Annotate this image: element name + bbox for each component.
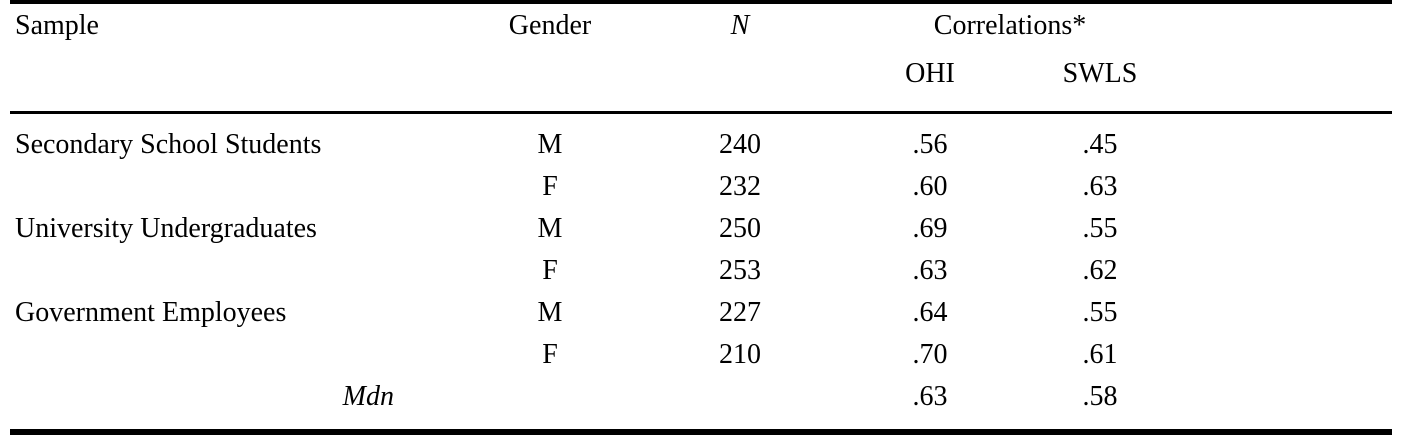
table-row: F 253 .63 .62 bbox=[10, 250, 1392, 292]
header-filler-2 bbox=[1180, 48, 1392, 112]
cell-swls: .55 bbox=[1082, 296, 1118, 328]
table-row: F 232 .60 .63 bbox=[10, 166, 1392, 208]
cell-ohi: .60 bbox=[912, 170, 948, 202]
cell-sample bbox=[10, 166, 460, 208]
cell-filler bbox=[1180, 250, 1392, 292]
header-empty-sample bbox=[10, 48, 460, 112]
correlations-table: Sample Gender N Correlations* OHI SWLS S… bbox=[10, 0, 1392, 435]
cell-swls: .45 bbox=[1082, 128, 1118, 160]
cell-filler bbox=[1180, 334, 1392, 376]
header-row-1: Sample Gender N Correlations* bbox=[10, 2, 1392, 48]
cell-gender: M bbox=[537, 128, 563, 160]
cell-gender: M bbox=[537, 296, 563, 328]
header-ohi: OHI bbox=[905, 57, 955, 89]
header-sample: Sample bbox=[15, 9, 99, 41]
cell-ohi: .63 bbox=[912, 254, 948, 286]
cell-swls: .62 bbox=[1082, 254, 1118, 286]
cell-sample: Secondary School Students bbox=[15, 128, 322, 160]
cell-ohi: .70 bbox=[912, 338, 948, 370]
header-correlations: Correlations* bbox=[933, 9, 1087, 41]
table-row: F 210 .70 .61 bbox=[10, 334, 1392, 376]
cell-gender: F bbox=[542, 254, 558, 286]
cell-sample bbox=[10, 334, 460, 376]
cell-filler bbox=[1180, 166, 1392, 208]
cell-swls: .61 bbox=[1082, 338, 1118, 370]
cell-n: 232 bbox=[719, 170, 761, 202]
header-empty-n bbox=[640, 48, 840, 112]
header-filler bbox=[1180, 2, 1392, 48]
summary-n-empty bbox=[640, 376, 840, 418]
cell-sample: University Undergraduates bbox=[15, 212, 317, 244]
summary-row: Mdn .63 .58 bbox=[10, 376, 1392, 418]
table-body: Secondary School Students M 240 .56 .45 F 232.… bbox=[10, 112, 1392, 432]
cell-gender: F bbox=[542, 170, 558, 202]
header-empty-gender bbox=[460, 48, 640, 112]
cell-ohi: .56 bbox=[912, 128, 948, 160]
summary-swls-value: .58 bbox=[1082, 380, 1118, 412]
cell-filler bbox=[1180, 292, 1392, 334]
cell-swls: .55 bbox=[1082, 212, 1118, 244]
table-header: Sample Gender N Correlations* OHI SWLS bbox=[10, 2, 1392, 112]
cell-sample bbox=[10, 250, 460, 292]
cell-n: 250 bbox=[719, 212, 761, 244]
header-swls: SWLS bbox=[1062, 57, 1138, 89]
cell-ohi: .69 bbox=[912, 212, 948, 244]
header-row-2: OHI SWLS bbox=[10, 48, 1392, 112]
cell-filler bbox=[1180, 208, 1392, 250]
summary-ohi-value: .63 bbox=[912, 380, 948, 412]
cell-n: 227 bbox=[719, 296, 761, 328]
cell-sample: Government Employees bbox=[15, 296, 287, 328]
cell-ohi: .64 bbox=[912, 296, 948, 328]
header-gender: Gender bbox=[508, 9, 592, 41]
cell-n: 210 bbox=[719, 338, 761, 370]
table-row: Government Employees M 227 .64 .55 bbox=[10, 292, 1392, 334]
table-row: University Undergraduates M 250 .69 .55 bbox=[10, 208, 1392, 250]
cell-gender: F bbox=[542, 338, 558, 370]
cell-n: 253 bbox=[719, 254, 761, 286]
cell-gender: M bbox=[537, 212, 563, 244]
summary-gender-empty bbox=[460, 376, 640, 418]
summary-filler bbox=[1180, 376, 1392, 418]
cell-n: 240 bbox=[719, 128, 761, 160]
table-row: Secondary School Students M 240 .56 .45 bbox=[10, 124, 1392, 166]
cell-filler bbox=[1180, 124, 1392, 166]
header-n: N bbox=[730, 9, 750, 41]
summary-label: Mdn bbox=[342, 380, 394, 412]
cell-swls: .63 bbox=[1082, 170, 1118, 202]
